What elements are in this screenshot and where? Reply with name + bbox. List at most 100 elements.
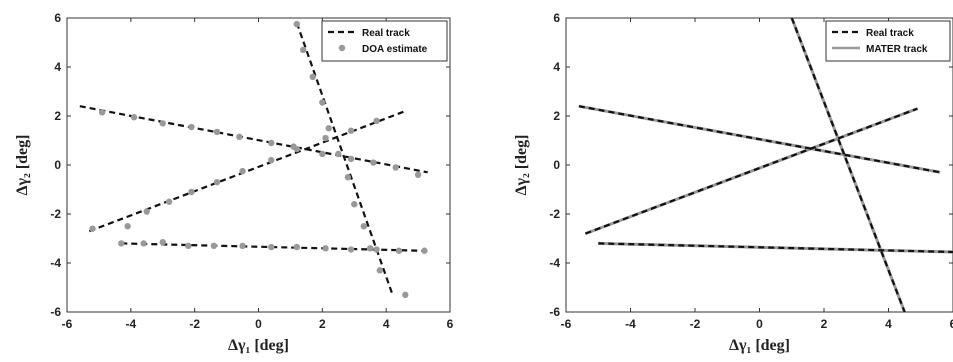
x-tick-label: 4 <box>885 317 892 331</box>
x-tick-label: 2 <box>821 317 828 331</box>
data-point <box>143 208 150 215</box>
data-point <box>370 159 377 166</box>
data-point <box>293 20 300 28</box>
y-tick-label: 6 <box>553 11 560 25</box>
legend-marker <box>338 44 346 52</box>
y-tick-label: -4 <box>549 256 560 270</box>
x-tick-label: 0 <box>255 317 262 331</box>
y-tick-label: -2 <box>549 207 560 221</box>
data-point <box>309 73 316 81</box>
series-line-real-track <box>295 22 394 296</box>
x-tick-label: 6 <box>447 317 454 331</box>
x-tick-label: 2 <box>319 317 326 331</box>
y-tick-label: -2 <box>50 207 61 221</box>
series-line-real-track <box>598 242 953 254</box>
y-tick-label: -4 <box>50 256 61 270</box>
y-tick-label: -6 <box>549 305 560 319</box>
data-point <box>347 155 355 163</box>
legend-label: Real track <box>866 28 914 39</box>
legend-label: DOA estimate <box>362 44 428 55</box>
data-point <box>402 291 409 299</box>
data-point <box>213 128 221 136</box>
axes-frame <box>66 17 451 313</box>
x-tick-label: 0 <box>756 317 763 331</box>
y-axis-label: Δγ₂ [deg] <box>513 135 530 196</box>
legend: Real track DOA estimate <box>321 20 448 62</box>
legend-label: MATER track <box>866 44 928 55</box>
legend-box <box>321 20 448 62</box>
data-point <box>360 223 368 230</box>
data-point <box>165 198 173 205</box>
x-tick-label: -4 <box>125 317 136 331</box>
data-point <box>239 242 246 250</box>
series-line-mater-track <box>790 18 907 312</box>
chart-panel-2: -6 -4 -2 0 2 4 6 -6 -4 -2 0 2 4 6 Δγ₁ [deg] Δγ₂ [deg] Re… <box>513 11 953 354</box>
data-point <box>344 174 352 181</box>
x-tick-label: -2 <box>690 317 701 331</box>
data-point <box>89 225 96 232</box>
data-point <box>213 178 221 186</box>
data-point <box>268 243 275 251</box>
series-line-real-track <box>578 105 941 174</box>
x-axis-label: Δγ₁ [deg] <box>228 337 289 354</box>
data-point <box>325 125 332 132</box>
series-line-real-track <box>585 107 918 235</box>
data-point <box>159 238 166 246</box>
data-point <box>367 245 374 252</box>
plot-area <box>79 20 428 299</box>
data-point <box>268 156 275 164</box>
data-point <box>140 240 147 247</box>
x-tick-label: -4 <box>625 317 636 331</box>
data-point <box>351 201 358 208</box>
chart-panel-1: -6 -4 -2 0 2 4 6 -6 -4 -2 0 2 4 6 Δγ₁ [deg] Δγ₂ [deg] Re… <box>14 11 454 354</box>
legend-box <box>825 20 951 62</box>
data-point <box>185 242 192 250</box>
data-point <box>395 247 403 254</box>
y-tick-label: 4 <box>54 60 61 74</box>
data-point <box>347 246 355 253</box>
data-point <box>322 134 329 142</box>
data-point <box>376 267 383 274</box>
data-point <box>392 164 399 171</box>
data-point <box>373 117 380 125</box>
series-line-real-track <box>790 18 906 312</box>
data-point <box>130 114 138 121</box>
data-point <box>98 109 106 116</box>
y-tick-label: 0 <box>553 158 560 172</box>
data-point <box>239 167 246 175</box>
y-tick-label: 0 <box>54 158 61 172</box>
y-tick-label: 2 <box>553 109 560 123</box>
data-point <box>268 139 275 147</box>
y-axis-label: Δγ₂ [deg] <box>14 135 31 196</box>
data-point <box>414 171 422 178</box>
data-point <box>293 243 300 251</box>
series-line-real-track <box>88 110 406 233</box>
y-tick-label: 2 <box>54 109 61 123</box>
data-point <box>210 242 218 250</box>
data-point <box>299 46 307 54</box>
x-axis-label: Δγ₁ [deg] <box>729 337 790 354</box>
x-tick-label: -2 <box>189 317 200 331</box>
legend-label: Real track <box>362 28 410 39</box>
x-tick-label: -6 <box>62 317 73 331</box>
data-point <box>421 247 428 254</box>
data-point <box>118 240 125 247</box>
data-point <box>124 223 131 230</box>
data-point <box>373 246 380 253</box>
data-point <box>188 123 195 131</box>
y-tick-label: -6 <box>50 305 61 319</box>
data-point <box>335 150 342 158</box>
x-tick-label: -6 <box>561 317 572 331</box>
data-point <box>322 245 329 252</box>
series-line-real-track <box>79 105 428 174</box>
data-point <box>236 133 243 141</box>
data-point <box>188 188 195 196</box>
x-tick-label: 6 <box>950 317 953 331</box>
y-tick-label: 4 <box>553 60 560 74</box>
data-point <box>347 127 355 134</box>
legend: Real track MATER track <box>825 20 951 62</box>
plot-area <box>578 18 953 312</box>
data-point <box>319 99 326 106</box>
x-tick-label: 4 <box>383 317 390 331</box>
